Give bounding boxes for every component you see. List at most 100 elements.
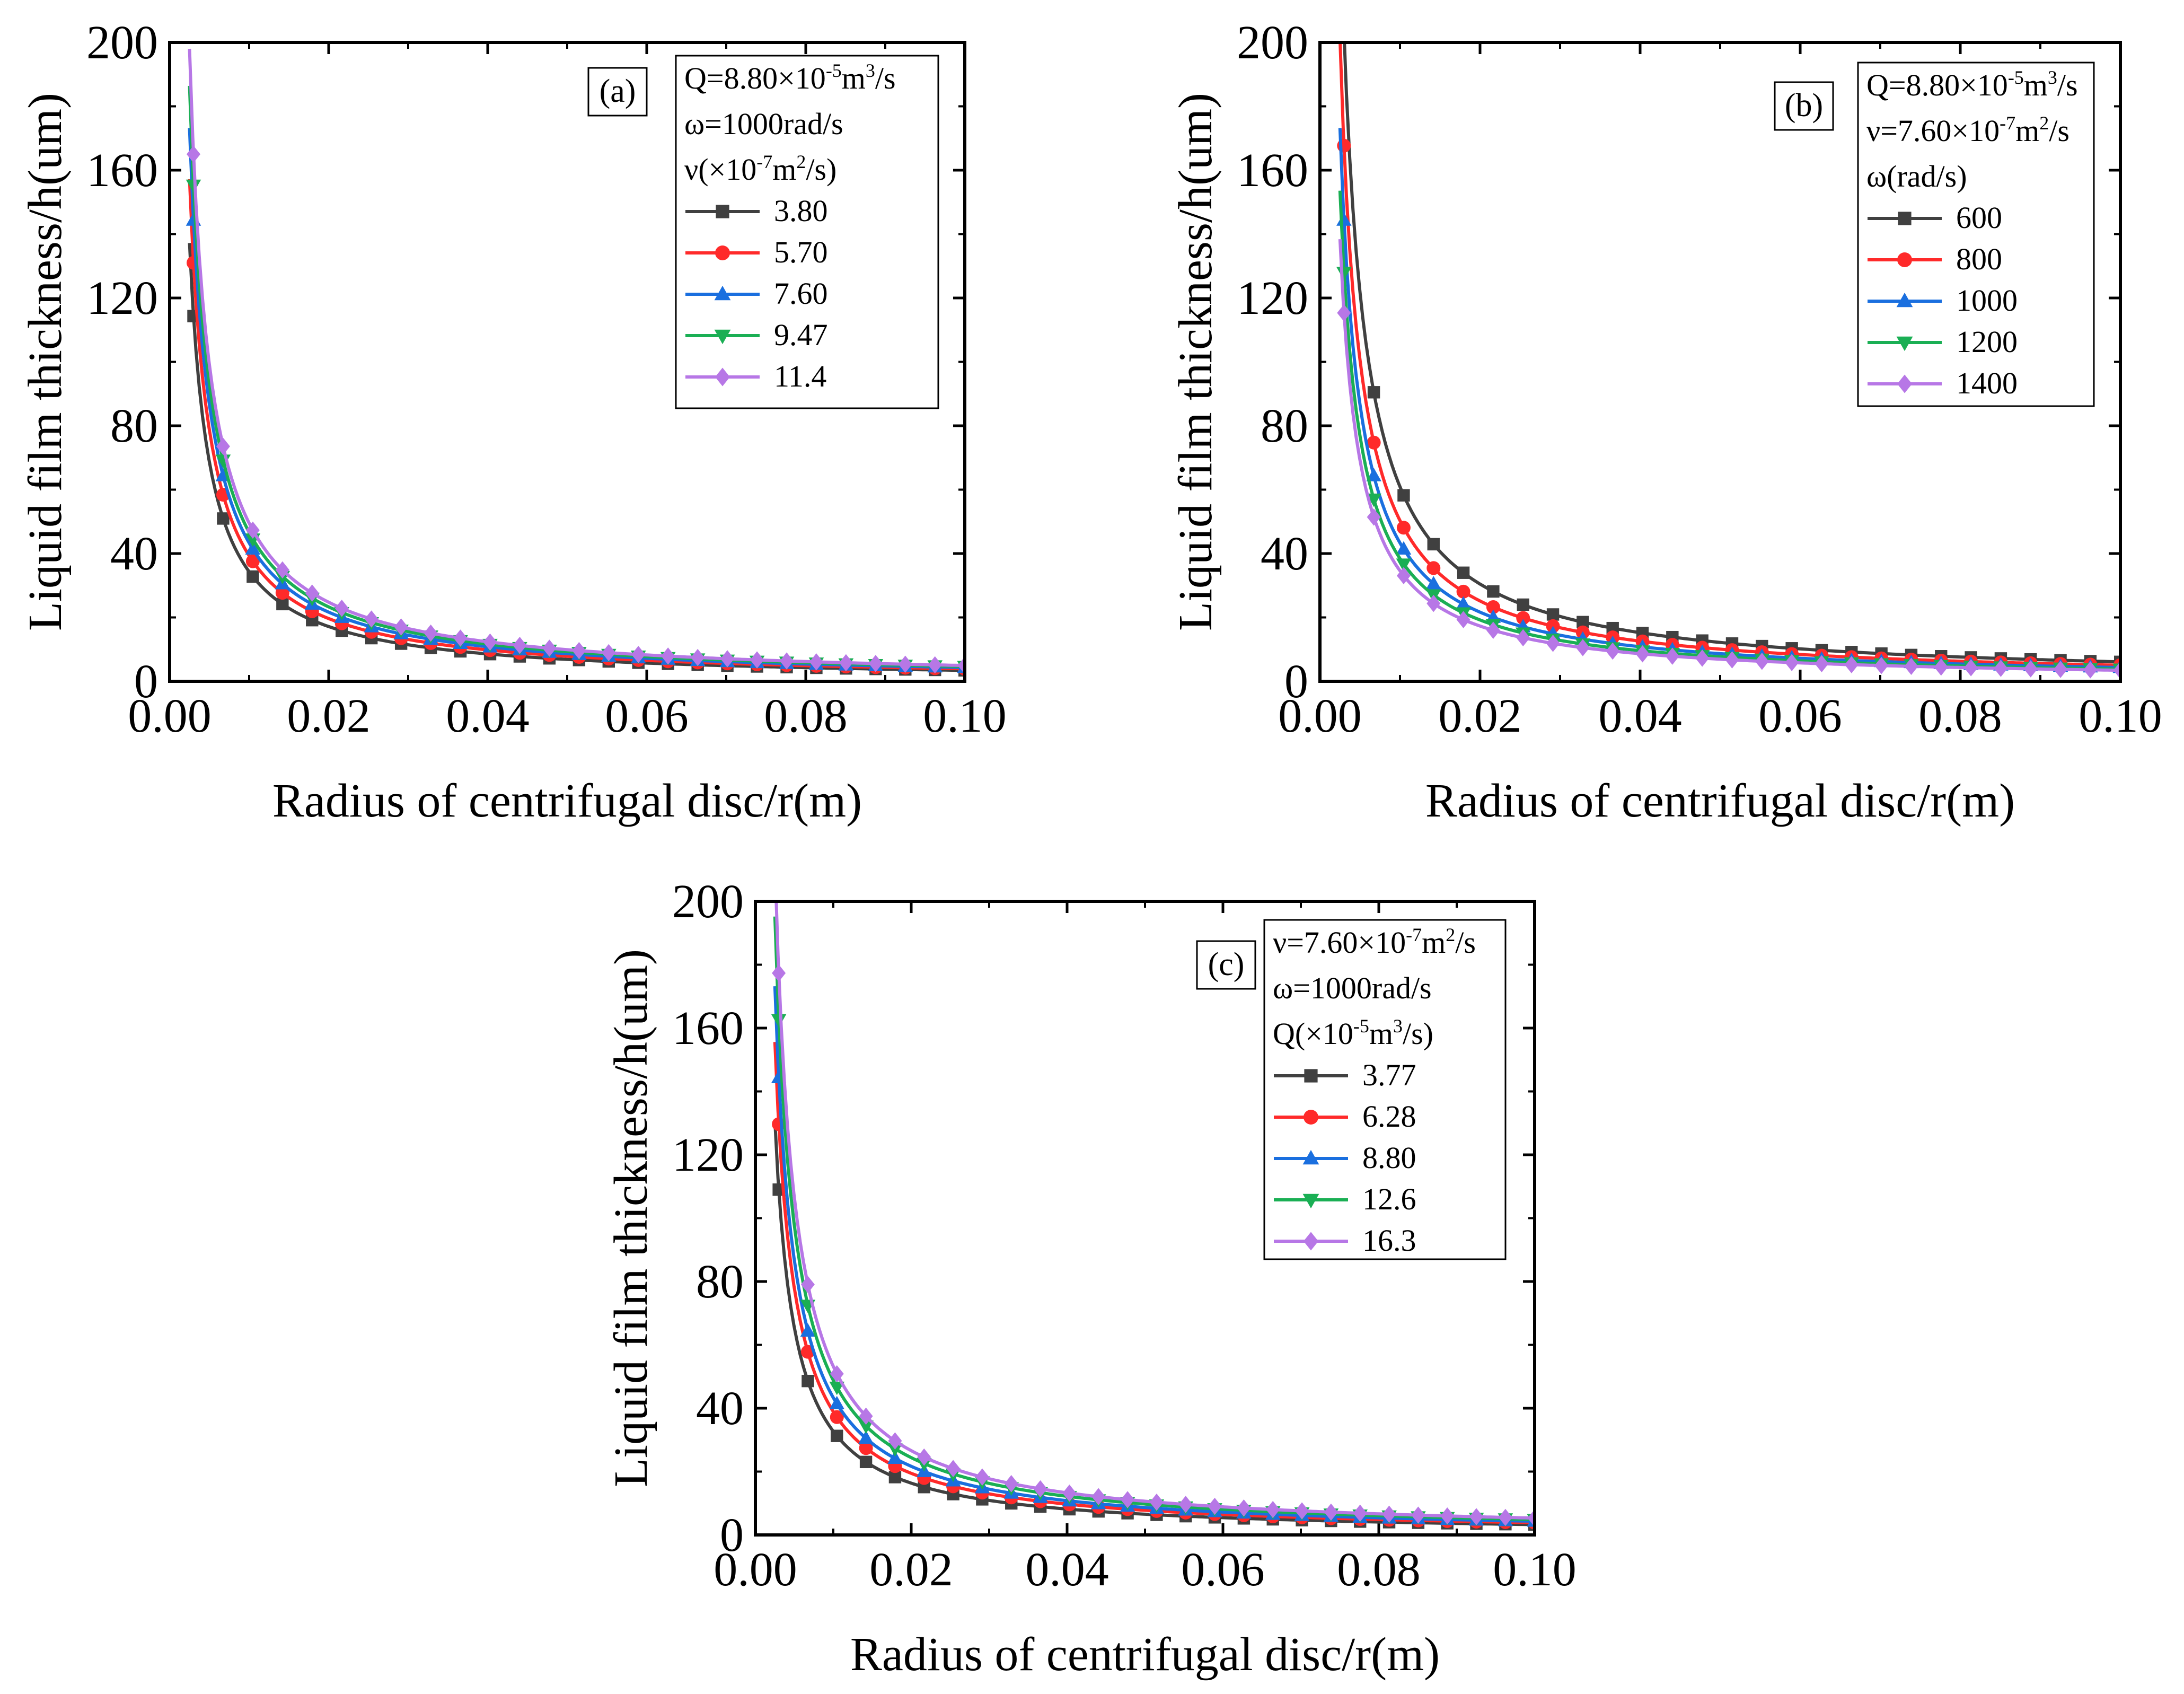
data-point (364, 610, 378, 628)
legend: ν=7.60×10-7m2/s ω=1000rad/s Q(×10-5m3/s) 3.… (1263, 919, 1507, 1260)
data-point (1606, 621, 1619, 635)
panel-label: (b) (1774, 81, 1834, 131)
legend-box (1857, 62, 2095, 407)
legend-entry: 9.47 (685, 318, 828, 352)
data-point (424, 624, 438, 642)
legend-label: 12.6 (1362, 1182, 1416, 1216)
data-point (1426, 594, 1441, 612)
data-point (829, 1381, 845, 1395)
data-point (691, 648, 705, 666)
data-point (2113, 661, 2120, 679)
data-point (1149, 1494, 1164, 1511)
data-point (720, 650, 735, 668)
data-point (1237, 1499, 1251, 1517)
x-tick-label: 0.06 (1181, 1543, 1265, 1596)
legend-entry: 12.6 (1274, 1182, 1416, 1216)
data-point (1396, 541, 1412, 555)
legend-label: 800 (1956, 242, 2002, 276)
data-point (1121, 1491, 1135, 1508)
data-point (839, 654, 853, 672)
legend-box (675, 55, 939, 409)
data-point (1577, 616, 1589, 628)
data-point (1844, 656, 1859, 673)
data-point (1575, 639, 1590, 656)
data-point (946, 1460, 961, 1478)
data-point (1874, 657, 1889, 674)
data-point (1755, 652, 1769, 670)
data-point (888, 1471, 902, 1484)
legend: Q=8.80×10-5m3/s ν=7.60×10-7m2/s ω(rad/s) 60… (1857, 62, 2095, 407)
legend-swatch-marker (1898, 212, 1912, 225)
data-point (1426, 561, 1441, 575)
panel-label: (a) (587, 67, 648, 117)
legend-swatch-marker (1896, 292, 1913, 308)
data-point (572, 642, 586, 660)
data-point (1033, 1480, 1047, 1498)
legend-entry: 5.70 (685, 235, 828, 269)
series-group (1336, 42, 2120, 679)
legend-swatch-marker (1304, 1232, 1318, 1251)
y-tick-label: 160 (86, 144, 158, 197)
legend-entry: 6.28 (1274, 1099, 1416, 1134)
data-point (1456, 596, 1471, 610)
y-tick-label: 200 (1237, 16, 1308, 69)
legend-entry: 1000 (1868, 283, 2018, 318)
data-point (245, 554, 260, 568)
legend-entry: 3.77 (1274, 1058, 1416, 1092)
data-point (1994, 660, 2008, 677)
series-group (186, 48, 965, 677)
data-point (1382, 1505, 1396, 1523)
x-tick-label: 0.02 (1438, 690, 1522, 742)
legend-swatch-marker (1302, 1149, 1319, 1165)
data-point (800, 1276, 815, 1293)
legend-swatch-marker (715, 367, 730, 387)
legend-swatch-marker (714, 285, 731, 301)
legend-label: 11.4 (774, 359, 826, 393)
x-tick-label: 0.00 (1278, 690, 1362, 742)
x-tick-label: 0.06 (1758, 690, 1842, 742)
data-point (276, 598, 289, 611)
legend-label: 9.47 (774, 318, 828, 352)
legend-label: 5.70 (774, 235, 828, 269)
data-point (1440, 1507, 1455, 1525)
data-point (1964, 659, 1978, 677)
legend-header-text: ω=1000rad/s (1273, 971, 1432, 1005)
data-point (661, 647, 675, 665)
panel-label-text: (c) (1208, 946, 1245, 982)
data-point (1516, 611, 1530, 625)
data-point (917, 1448, 931, 1466)
data-point (1725, 651, 1739, 669)
legend-entry: 7.60 (685, 276, 828, 311)
legend-label: 1000 (1956, 283, 2018, 318)
data-point (186, 179, 201, 194)
data-point (888, 1432, 902, 1450)
data-point (334, 599, 349, 617)
data-point (602, 644, 616, 662)
legend-swatch-marker (1897, 374, 1912, 393)
data-point (453, 629, 468, 647)
x-tick-label: 0.00 (128, 690, 212, 742)
data-point (1062, 1484, 1077, 1502)
data-point (1486, 600, 1500, 615)
data-point (1546, 635, 1560, 652)
y-tick-label: 0 (720, 1509, 744, 1561)
legend-swatch-marker (1304, 1110, 1318, 1125)
legend-entry: 8.80 (1274, 1140, 1416, 1175)
data-point (1516, 629, 1530, 647)
data-point (750, 651, 764, 669)
data-point (245, 521, 260, 539)
legend-header-text: Q=8.80×10-5m3/s (684, 60, 896, 95)
data-point (1367, 435, 1381, 450)
x-tick-label: 0.10 (2079, 690, 2162, 742)
panel-label-text: (b) (1785, 87, 1823, 124)
data-point (245, 541, 261, 555)
y-axis-label: Liquid film thickness/h(um) (19, 93, 72, 631)
data-point (1456, 584, 1470, 599)
data-point (809, 653, 823, 671)
data-point (1366, 468, 1381, 481)
legend-label: 600 (1956, 200, 2002, 235)
data-point (1487, 585, 1500, 598)
plot-frame (1318, 41, 2122, 683)
data-point (275, 561, 289, 579)
data-point (831, 1429, 843, 1442)
